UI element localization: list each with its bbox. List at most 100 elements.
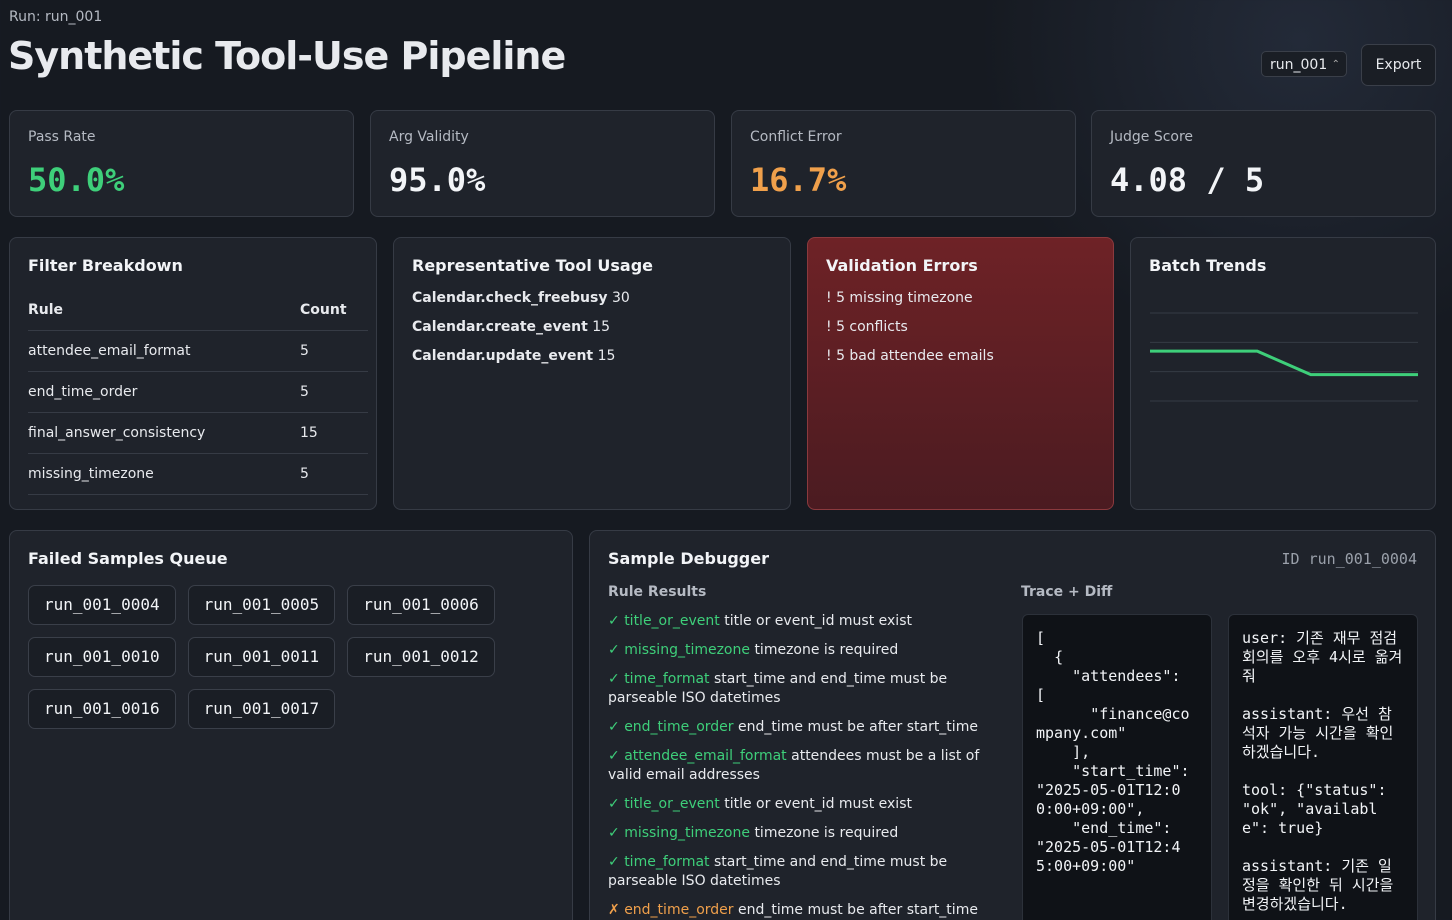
section-label: Rule Results bbox=[608, 584, 707, 600]
table-cell: end_time_order bbox=[28, 371, 300, 413]
rule-status: ✓ bbox=[608, 796, 620, 812]
rule-status: ✓ bbox=[608, 854, 620, 870]
kpi-card: Arg Validity 95.0% bbox=[370, 110, 715, 217]
error-item: ! 5 conflicts bbox=[826, 319, 908, 335]
rule-name: attendee_email_format bbox=[624, 748, 787, 764]
filter-table: Rule Count attendee_email_format 5 end_time_… bbox=[28, 290, 368, 495]
trend-line bbox=[1150, 349, 1418, 377]
rule-name: title_or_event bbox=[624, 796, 720, 812]
rule-name: title_or_event bbox=[624, 613, 720, 629]
table-cell: final_answer_consistency bbox=[28, 412, 300, 454]
card-title: Batch Trends bbox=[1149, 256, 1267, 275]
sample-chip[interactable]: run_001_0017 bbox=[187, 689, 336, 729]
trace-panel: [ { "attendees": [ "finance@company.com"… bbox=[1022, 614, 1212, 920]
rule-desc: end_time must be after start_time bbox=[737, 902, 978, 918]
tool-name: Calendar.create_event bbox=[412, 319, 588, 335]
sample-chip[interactable]: run_001_0004 bbox=[28, 585, 176, 625]
sample-chip[interactable]: run_001_0010 bbox=[28, 637, 176, 677]
run-label: Run: run_001 bbox=[9, 9, 103, 25]
kpi-value: 50.0% bbox=[28, 161, 125, 199]
error-item: ! 5 missing timezone bbox=[826, 290, 973, 306]
kpi-label: Arg Validity bbox=[389, 129, 469, 145]
tool-list: Calendar.check_freebusy 30 Calendar.creat… bbox=[412, 290, 630, 377]
rule-result: ✓ title_or_event title or event_id must … bbox=[608, 795, 1003, 814]
kpi-value: 16.7% bbox=[750, 161, 847, 199]
select-arrow: ⌃ bbox=[1331, 59, 1340, 70]
rule-status: ✓ bbox=[608, 825, 620, 841]
trace-json: [ { "attendees": [ "finance@company.com"… bbox=[1036, 629, 1190, 875]
rule-status: ✓ bbox=[608, 748, 620, 764]
column-header: Count bbox=[300, 290, 368, 331]
export-button[interactable]: Export bbox=[1361, 44, 1436, 86]
kpi-card: Judge Score 4.08 / 5 bbox=[1091, 110, 1436, 217]
rule-desc: start_time and end_time must be parseabl… bbox=[608, 671, 948, 706]
rule-desc: start_time and end_time must be parseabl… bbox=[608, 854, 948, 889]
error-list: ! 5 missing timezone ! 5 conflicts ! 5 bad… bbox=[826, 290, 994, 377]
rule-name: missing_timezone bbox=[624, 825, 750, 841]
sample-chip[interactable]: run_001_0006 bbox=[347, 585, 495, 625]
kpi-value: 95.0% bbox=[389, 161, 486, 199]
card-title: Sample Debugger bbox=[608, 549, 769, 568]
tool-count: 15 bbox=[597, 348, 616, 364]
kpi-value: 4.08 / 5 bbox=[1110, 161, 1265, 199]
rule-result: ✓ time_format start_time and end_time mu… bbox=[608, 853, 1003, 891]
tool-count: 15 bbox=[592, 319, 611, 335]
rule-name: end_time_order bbox=[624, 902, 734, 918]
card-title: Filter Breakdown bbox=[28, 256, 183, 275]
kpi-label: Judge Score bbox=[1110, 129, 1194, 145]
kpi-label: Pass Rate bbox=[28, 129, 96, 145]
validation-card: Validation Errors ! 5 missing timezone ! … bbox=[807, 237, 1114, 510]
tool-item: Calendar.check_freebusy 30 bbox=[412, 290, 630, 319]
trace-conversation: user: 기존 재무 점검 회의를 오후 4시로 옮겨줘 assistant:… bbox=[1242, 629, 1403, 913]
tool-name: Calendar.update_event bbox=[412, 348, 594, 364]
table-row: end_time_order 5 bbox=[28, 371, 368, 413]
rule-desc: title or event_id must exist bbox=[724, 613, 912, 629]
rule-name: time_format bbox=[624, 671, 710, 687]
table-cell: 15 bbox=[300, 412, 368, 454]
tool-item: Calendar.create_event 15 bbox=[412, 319, 630, 348]
rule-result: ✓ missing_timezone timezone is required bbox=[608, 641, 1003, 660]
rule-result: ✓ title_or_event title or event_id must … bbox=[608, 612, 1003, 631]
rule-status: ✓ bbox=[608, 719, 620, 735]
rule-name: end_time_order bbox=[624, 719, 734, 735]
sample-chip[interactable]: run_001_0011 bbox=[187, 637, 336, 677]
rule-desc: attendees must be a list of valid email … bbox=[608, 748, 980, 783]
card-title: Validation Errors bbox=[826, 256, 978, 275]
table-cell: 5 bbox=[300, 453, 368, 495]
page-title: Synthetic Tool-Use Pipeline bbox=[8, 34, 566, 78]
rule-status: ✗ bbox=[608, 902, 620, 918]
sample-chip[interactable]: run_001_0016 bbox=[28, 689, 176, 729]
table-cell: attendee_email_format bbox=[28, 330, 300, 372]
run-select-value: run_001 bbox=[1270, 57, 1328, 73]
table-cell: missing_timezone bbox=[28, 453, 300, 495]
section-label: Trace + Diff bbox=[1021, 584, 1113, 600]
debugger-card: Sample Debugger ID run_001_0004 Rule Res… bbox=[589, 530, 1436, 920]
tool-card: Representative Tool Usage Calendar.check… bbox=[393, 237, 791, 510]
table-row: final_answer_consistency 15 bbox=[28, 412, 368, 454]
rule-result: ✓ end_time_order end_time must be after … bbox=[608, 718, 1003, 737]
queue-list: run_001_0004 run_001_0005 run_001_0006 run_… bbox=[28, 585, 508, 741]
rule-status: ✓ bbox=[608, 613, 620, 629]
run-select[interactable]: run_001 ⌃ bbox=[1261, 51, 1347, 77]
kpi-label: Conflict Error bbox=[750, 129, 842, 145]
sample-chip[interactable]: run_001_0012 bbox=[347, 637, 495, 677]
rule-name: time_format bbox=[624, 854, 710, 870]
rule-status: ✓ bbox=[608, 642, 620, 658]
tool-count: 30 bbox=[611, 290, 630, 306]
rule-result: ✓ missing_timezone timezone is required bbox=[608, 824, 1003, 843]
queue-card: Failed Samples Queue run_001_0004 run_001… bbox=[9, 530, 573, 920]
rule-result: ✗ end_time_order end_time must be after … bbox=[608, 901, 1003, 920]
trend-chart bbox=[1150, 312, 1418, 402]
card-title: Failed Samples Queue bbox=[28, 549, 228, 568]
sample-chip[interactable]: run_001_0005 bbox=[187, 585, 336, 625]
kpi-card: Conflict Error 16.7% bbox=[731, 110, 1076, 217]
tool-item: Calendar.update_event 15 bbox=[412, 348, 630, 377]
card-title: Representative Tool Usage bbox=[412, 256, 654, 275]
column-header: Rule bbox=[28, 290, 300, 331]
tool-name: Calendar.check_freebusy bbox=[412, 290, 608, 306]
rule-result: ✓ attendee_email_format attendees must b… bbox=[608, 747, 1003, 785]
table-row: attendee_email_format 5 bbox=[28, 330, 368, 372]
table-cell: 5 bbox=[300, 330, 368, 372]
rule-result: ✓ time_format start_time and end_time mu… bbox=[608, 670, 1003, 708]
